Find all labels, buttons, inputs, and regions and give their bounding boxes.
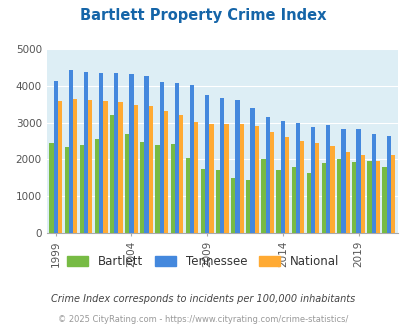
Bar — [310, 127, 314, 233]
Bar — [382, 167, 386, 233]
Bar — [179, 115, 183, 233]
Text: © 2025 CityRating.com - https://www.cityrating.com/crime-statistics/: © 2025 CityRating.com - https://www.city… — [58, 315, 347, 324]
Bar — [306, 173, 310, 233]
Bar — [239, 124, 243, 233]
Bar — [375, 161, 379, 233]
Bar — [129, 74, 133, 233]
Bar — [371, 134, 375, 233]
Bar — [58, 101, 62, 233]
Bar — [68, 70, 73, 233]
Bar — [159, 82, 164, 233]
Bar — [110, 115, 114, 233]
Bar — [390, 155, 394, 233]
Bar — [351, 162, 356, 233]
Bar — [295, 123, 299, 233]
Bar — [276, 170, 280, 233]
Bar — [118, 102, 122, 233]
Bar — [209, 124, 213, 233]
Bar — [265, 116, 269, 233]
Bar — [155, 145, 159, 233]
Bar — [224, 124, 228, 233]
Bar — [325, 125, 330, 233]
Bar — [245, 180, 250, 233]
Bar — [254, 126, 258, 233]
Bar — [345, 152, 349, 233]
Bar — [133, 105, 137, 233]
Bar — [356, 129, 360, 233]
Bar — [235, 100, 239, 233]
Bar — [88, 100, 92, 233]
Bar — [200, 169, 205, 233]
Bar — [230, 179, 235, 233]
Bar — [341, 129, 345, 233]
Bar — [49, 143, 53, 233]
Bar — [95, 139, 99, 233]
Legend: Bartlett, Tennessee, National: Bartlett, Tennessee, National — [62, 250, 343, 273]
Bar — [205, 95, 209, 233]
Bar — [185, 157, 190, 233]
Bar — [299, 141, 304, 233]
Bar — [284, 137, 288, 233]
Bar — [79, 145, 84, 233]
Bar — [336, 159, 341, 233]
Bar — [73, 99, 77, 233]
Bar — [53, 81, 58, 233]
Bar — [330, 146, 334, 233]
Bar — [386, 136, 390, 233]
Bar — [64, 147, 68, 233]
Bar — [360, 155, 364, 233]
Bar — [367, 161, 371, 233]
Bar — [314, 143, 319, 233]
Bar — [220, 98, 224, 233]
Bar — [164, 111, 168, 233]
Text: Bartlett Property Crime Index: Bartlett Property Crime Index — [79, 8, 326, 23]
Bar — [215, 170, 220, 233]
Bar — [140, 142, 144, 233]
Bar — [269, 132, 273, 233]
Bar — [321, 163, 325, 233]
Bar — [148, 106, 153, 233]
Bar — [250, 109, 254, 233]
Bar — [291, 167, 295, 233]
Bar — [280, 120, 284, 233]
Bar — [125, 134, 129, 233]
Bar — [144, 76, 148, 233]
Bar — [194, 122, 198, 233]
Bar — [103, 101, 107, 233]
Text: Crime Index corresponds to incidents per 100,000 inhabitants: Crime Index corresponds to incidents per… — [51, 294, 354, 304]
Bar — [174, 83, 179, 233]
Bar — [84, 72, 88, 233]
Bar — [170, 144, 174, 233]
Bar — [190, 85, 194, 233]
Bar — [261, 159, 265, 233]
Bar — [114, 73, 118, 233]
Bar — [99, 73, 103, 233]
